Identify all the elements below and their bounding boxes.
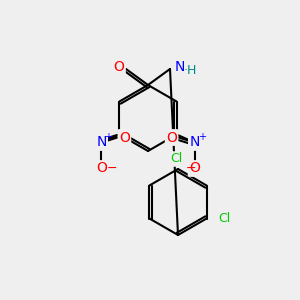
Text: −: − [186,162,196,175]
Text: Cl: Cl [170,152,182,166]
Text: N: N [96,136,106,149]
Text: Cl: Cl [219,212,231,225]
Text: +: + [198,131,206,142]
Text: O: O [96,161,107,176]
Text: N: N [189,136,200,149]
Text: −: − [106,162,117,175]
Text: O: O [189,161,200,176]
Text: O: O [166,130,177,145]
Text: ·H: ·H [184,64,197,76]
Text: O: O [114,60,124,74]
Text: N: N [175,60,185,74]
Text: +: + [104,131,112,142]
Text: O: O [119,130,130,145]
